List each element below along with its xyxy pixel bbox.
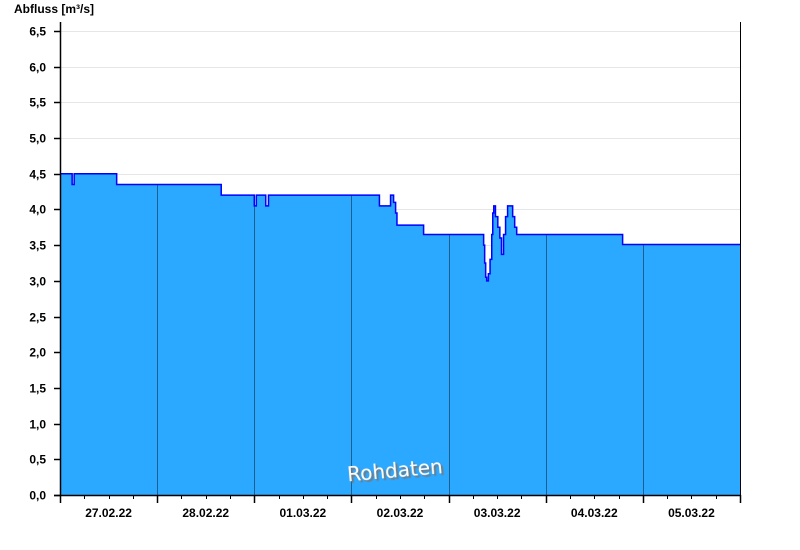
y-tick-label: 4,5 [29,168,46,182]
y-tick-label: 0,0 [29,489,46,503]
y-tick-label: 2,0 [29,346,46,360]
y-tick-label: 0,5 [29,453,46,467]
x-tick-label: 04.03.22 [571,506,618,520]
axes: 0,0 0,5 1,0 1,5 2,0 2,5 3,0 3,5 4,0 4,5 5,0 5,5 6,0 6… [29,22,742,520]
day-lines [157,173,644,495]
x-tick-label: 03.03.22 [474,506,521,520]
y-tick-label: 3,0 [29,275,46,289]
y-tick-label: 4,0 [29,203,46,217]
x-tick-label: 02.03.22 [377,506,424,520]
y-axis-label: Abfluss [m³/s] [14,2,94,16]
discharge-area [60,173,740,495]
x-tick-label: 05.03.22 [668,506,715,520]
discharge-line [60,173,740,282]
x-tick-label: 28.02.22 [182,506,229,520]
y-tick-label: 2,5 [29,311,46,325]
y-tick-label: 3,5 [29,239,46,253]
x-tick-label: 01.03.22 [279,506,326,520]
x-tick-label: 27.02.22 [85,506,132,520]
y-tick-label: 1,0 [29,418,46,432]
y-tick-label: 1,5 [29,382,46,396]
y-tick-label: 5,0 [29,132,46,146]
y-tick-label: 6,5 [29,25,46,39]
y-tick-label: 6,0 [29,61,46,75]
y-tick-label: 5,5 [29,96,46,110]
